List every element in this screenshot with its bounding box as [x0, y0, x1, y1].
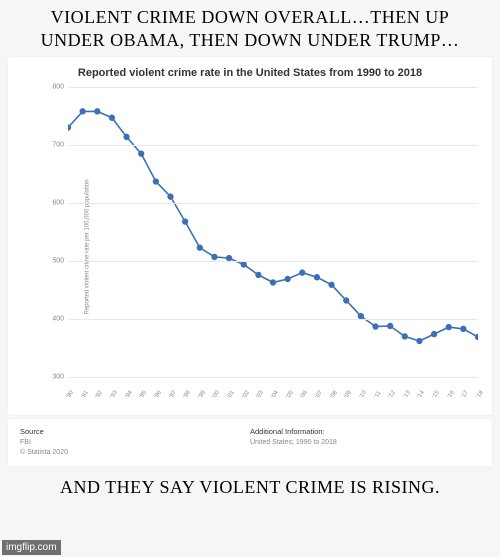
x-tick-label: '12 [388, 390, 397, 400]
x-tick-label: '10 [358, 390, 367, 400]
chart-area: Reported violent crime rate per 100,000 … [46, 87, 478, 407]
x-tick-label: '11 [373, 390, 382, 399]
x-tick-label: '17 [461, 390, 470, 400]
chart-marker [167, 193, 173, 199]
x-tick-label: '90 [66, 390, 75, 400]
chart-marker [80, 108, 86, 114]
x-tick-label: '97 [168, 390, 177, 400]
footer-info-line: United States; 1990 to 2018 [250, 438, 480, 448]
y-tick-label: 700 [46, 142, 64, 149]
x-tick-label: '94 [124, 390, 133, 400]
footer-source-col: Source FBI © Statista 2020 [20, 427, 250, 458]
chart-marker [285, 276, 291, 282]
chart-marker [182, 218, 188, 224]
gridline [68, 377, 478, 378]
x-tick-label: '01 [227, 390, 236, 400]
x-tick-label: '13 [402, 390, 411, 400]
chart-marker [402, 333, 408, 339]
chart-marker [446, 324, 452, 330]
x-tick-label: '03 [256, 390, 265, 400]
x-axis-ticks: '90 '91 '92 '93 '94 '95 '96 '97 '98 '99 '00 '01 '02 '… [68, 379, 478, 407]
gridline [68, 203, 478, 204]
x-tick-label: '16 [446, 390, 455, 400]
x-tick-label: '00 [212, 390, 221, 400]
chart-marker [372, 323, 378, 329]
footer-info-col: Additional Information: United States; 1… [250, 427, 480, 458]
chart-marker [343, 297, 349, 303]
watermark: imgflip.com [2, 540, 61, 555]
footer-source-line: FBI [20, 438, 250, 448]
chart-marker [314, 274, 320, 280]
x-tick-label: '04 [271, 390, 280, 400]
chart-marker [255, 272, 261, 278]
chart-marker [299, 269, 305, 275]
y-tick-label: 500 [46, 258, 64, 265]
gridline [68, 87, 478, 88]
footer-source-header: Source [20, 427, 250, 436]
chart-marker [270, 279, 276, 285]
chart-marker [460, 326, 466, 332]
x-tick-label: '07 [314, 390, 323, 400]
chart-marker [123, 134, 129, 140]
gridline [68, 319, 478, 320]
x-tick-label: '93 [109, 390, 118, 400]
x-tick-label: '18 [476, 390, 485, 400]
x-tick-label: '92 [95, 390, 104, 400]
chart-marker [94, 108, 100, 114]
chart-marker [197, 244, 203, 250]
gridline [68, 145, 478, 146]
chart-marker [138, 151, 144, 157]
x-tick-label: '91 [80, 390, 89, 400]
x-tick-label: '99 [197, 390, 206, 400]
chart-marker [153, 178, 159, 184]
chart-marker [109, 115, 115, 121]
chart-card: Reported violent crime rate in the Unite… [8, 57, 492, 415]
y-tick-label: 400 [46, 316, 64, 323]
chart-marker [416, 338, 422, 344]
chart-footer: Source FBI © Statista 2020 Additional In… [8, 419, 492, 466]
x-tick-label: '05 [285, 390, 294, 400]
chart-marker [431, 331, 437, 337]
x-tick-label: '02 [241, 390, 250, 400]
chart-marker [328, 282, 334, 288]
footer-info-header: Additional Information: [250, 427, 480, 436]
chart-title: Reported violent crime rate in the Unite… [18, 67, 482, 79]
chart-marker [241, 261, 247, 267]
top-caption: VIOLENT CRIME DOWN OVERALL…THEN UP UNDER… [0, 0, 500, 55]
y-tick-label: 300 [46, 374, 64, 381]
chart-marker [211, 254, 217, 260]
y-tick-label: 800 [46, 84, 64, 91]
x-tick-label: '06 [300, 390, 309, 400]
x-tick-label: '98 [183, 390, 192, 400]
x-tick-label: '95 [139, 390, 148, 400]
y-tick-label: 600 [46, 200, 64, 207]
footer-source-copyright: © Statista 2020 [20, 448, 250, 458]
x-tick-label: '15 [432, 390, 441, 400]
chart-plot [68, 87, 478, 377]
x-tick-label: '96 [153, 390, 162, 400]
x-tick-label: '08 [329, 390, 338, 400]
bottom-caption: AND THEY SAY VIOLENT CRIME IS RISING. [0, 468, 500, 505]
x-tick-label: '14 [417, 390, 426, 400]
x-tick-label: '09 [344, 390, 353, 400]
chart-marker [387, 323, 393, 329]
gridline [68, 261, 478, 262]
